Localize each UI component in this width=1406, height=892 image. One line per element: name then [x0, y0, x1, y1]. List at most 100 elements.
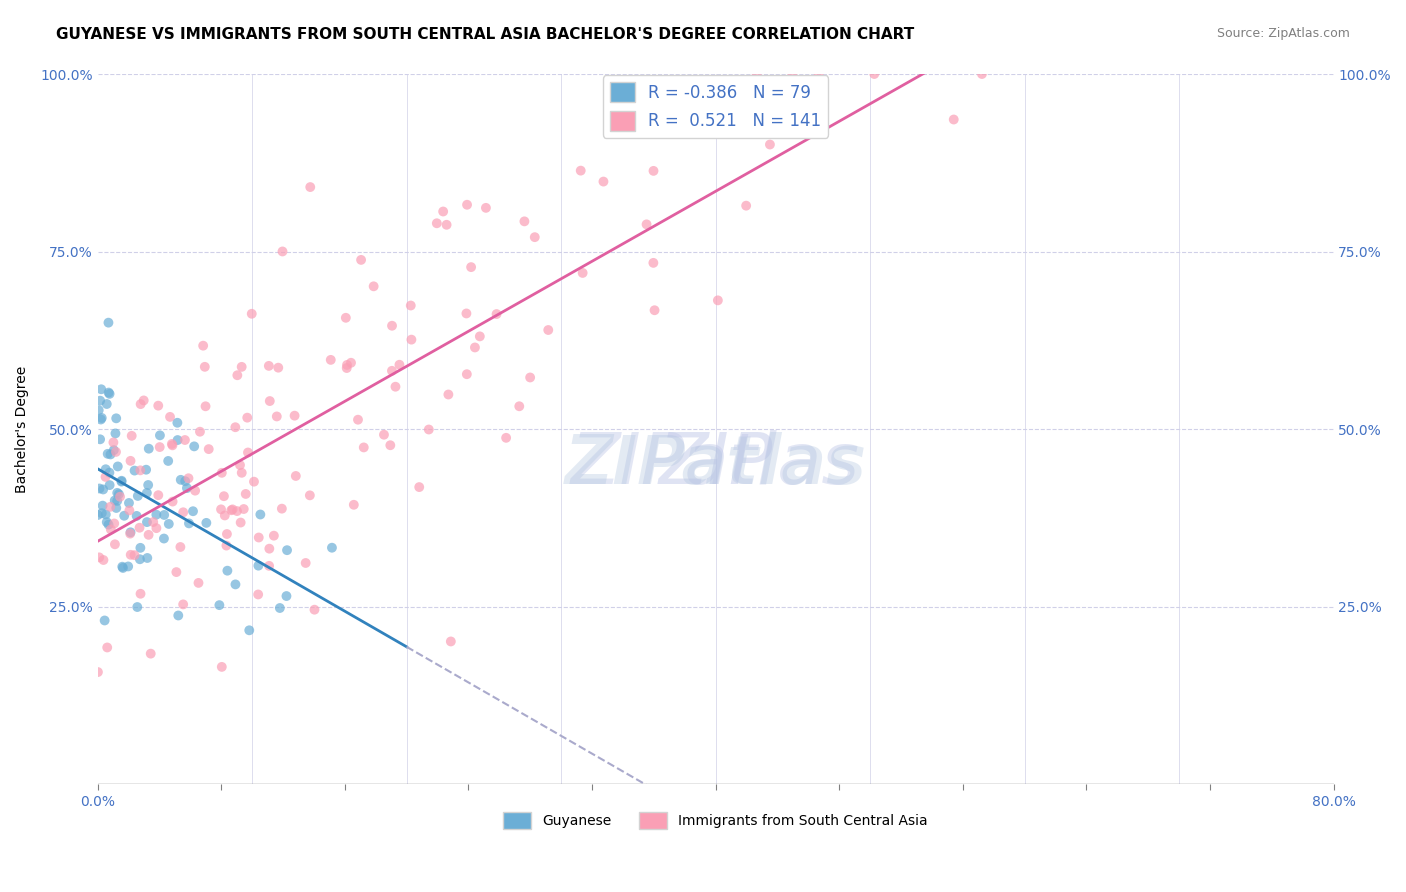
Point	[215, 539, 238, 553]
Point	[299, 180, 322, 194]
Y-axis label: Bachelor's Degree: Bachelor's Degree	[15, 366, 30, 493]
Point	[460, 260, 482, 274]
Point	[90, 506, 112, 520]
Point	[456, 198, 478, 212]
Point	[105, 494, 128, 508]
Point	[183, 439, 205, 453]
Point	[240, 307, 263, 321]
Point	[211, 466, 233, 480]
Point	[214, 508, 236, 523]
Point	[127, 600, 149, 615]
Point	[97, 517, 120, 532]
Point	[247, 531, 270, 545]
Point	[436, 218, 458, 232]
Point	[475, 201, 498, 215]
Point	[643, 256, 665, 270]
Point	[98, 500, 121, 514]
Point	[98, 466, 121, 480]
Point	[103, 435, 125, 450]
Point	[98, 478, 121, 492]
Point	[177, 516, 200, 531]
Point	[347, 413, 370, 427]
Point	[93, 553, 115, 567]
Point	[495, 431, 517, 445]
Point	[136, 515, 159, 529]
Point	[226, 504, 249, 518]
Point	[195, 516, 218, 530]
Legend: Guyanese, Immigrants from South Central Asia: Guyanese, Immigrants from South Central …	[498, 806, 934, 834]
Point	[259, 394, 281, 409]
Point	[194, 359, 217, 374]
Point	[127, 489, 149, 503]
Point	[174, 433, 197, 447]
Point	[174, 474, 197, 488]
Point	[257, 558, 280, 573]
Point	[172, 505, 194, 519]
Point	[294, 556, 316, 570]
Point	[159, 409, 181, 424]
Point	[759, 137, 782, 152]
Point	[110, 475, 132, 489]
Point	[96, 397, 118, 411]
Point	[108, 487, 131, 501]
Point	[336, 358, 359, 372]
Point	[89, 482, 111, 496]
Point	[153, 532, 176, 546]
Point	[197, 442, 219, 456]
Point	[340, 356, 363, 370]
Point	[90, 382, 112, 396]
Point	[129, 552, 152, 566]
Point	[267, 360, 290, 375]
Point	[103, 443, 125, 458]
Point	[259, 541, 281, 556]
Point	[304, 603, 326, 617]
Point	[636, 218, 658, 232]
Point	[104, 537, 127, 551]
Point	[970, 67, 993, 81]
Point	[103, 516, 125, 531]
Point	[117, 559, 139, 574]
Point	[236, 410, 259, 425]
Point	[215, 527, 238, 541]
Point	[231, 359, 253, 374]
Point	[128, 521, 150, 535]
Text: ZIPatlas: ZIPatlas	[565, 432, 866, 498]
Text: Source: ZipAtlas.com: Source: ZipAtlas.com	[1216, 27, 1350, 40]
Point	[107, 459, 129, 474]
Point	[343, 498, 366, 512]
Point	[276, 589, 298, 603]
Point	[136, 478, 159, 492]
Point	[177, 471, 200, 485]
Point	[89, 432, 111, 446]
Point	[224, 420, 246, 434]
Point	[523, 230, 546, 244]
Point	[456, 368, 478, 382]
Point	[440, 634, 463, 648]
Point	[157, 454, 180, 468]
Point	[138, 528, 160, 542]
Point	[105, 411, 128, 425]
Point	[335, 310, 357, 325]
Point	[191, 339, 214, 353]
Point	[863, 67, 886, 81]
Point	[807, 67, 830, 81]
Point	[124, 548, 146, 562]
Point	[145, 521, 167, 535]
Point	[508, 399, 530, 413]
Point	[129, 541, 152, 555]
Point	[643, 164, 665, 178]
Point	[97, 385, 120, 400]
Point	[269, 601, 291, 615]
Point	[426, 216, 449, 230]
Point	[537, 323, 560, 337]
Point	[181, 504, 204, 518]
Point	[263, 529, 285, 543]
Point	[111, 559, 134, 574]
Point	[231, 466, 253, 480]
Point	[380, 438, 402, 452]
Point	[111, 561, 134, 575]
Point	[87, 508, 110, 522]
Point	[209, 502, 232, 516]
Point	[221, 503, 243, 517]
Point	[217, 564, 239, 578]
